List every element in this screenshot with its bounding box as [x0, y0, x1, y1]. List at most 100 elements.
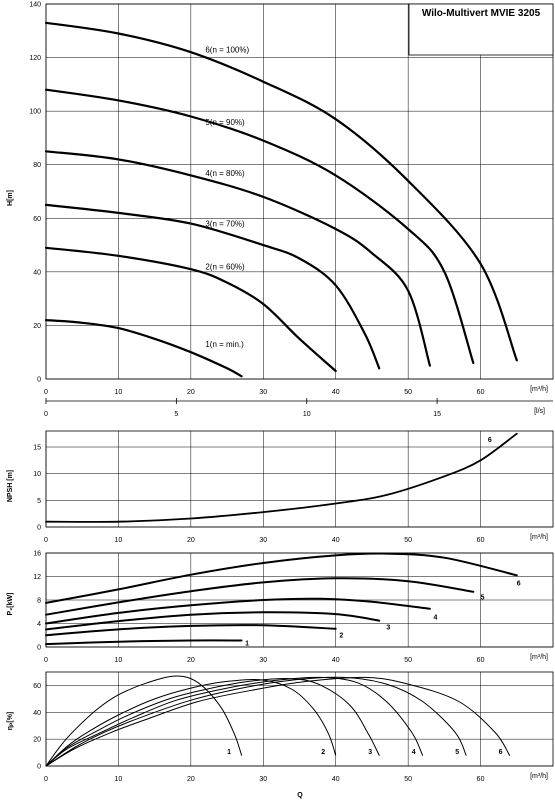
head-x-unit: [m³/h]: [530, 386, 548, 393]
efficiency-x-tick: 10: [115, 776, 123, 783]
power-series-label: 6: [517, 580, 521, 587]
power-x-tick: 30: [259, 657, 267, 664]
head-y-tick: 140: [29, 2, 41, 9]
efficiency-x-tick: 30: [259, 776, 267, 783]
power-y-tick: 16: [33, 551, 41, 558]
efficiency-series-line: [45, 676, 424, 767]
efficiency-series-line: [45, 676, 467, 767]
efficiency-series-label: 2: [321, 749, 325, 756]
head-series-line: [44, 246, 337, 373]
head-series-line: [44, 319, 243, 378]
head-series-label: 2(n = 60%): [205, 263, 245, 272]
head-series-label: 4(n = 80%): [205, 169, 245, 178]
power-series-label: 2: [339, 633, 343, 640]
npsh-x-unit: [m³/h]: [530, 534, 548, 541]
npsh-series-label: 6: [488, 437, 492, 444]
head-series-line: [44, 203, 381, 370]
efficiency-panel: [45, 671, 554, 767]
npsh-y-tick: 5: [37, 498, 41, 505]
efficiency-y-tick: 60: [33, 683, 41, 690]
npsh-x-tick: 10: [115, 537, 123, 544]
npsh-x-tick: 60: [477, 537, 485, 544]
head-y-tick: 80: [33, 162, 41, 169]
power-y-label: P₂[kW]: [7, 593, 14, 616]
title-box: [408, 3, 554, 56]
head-panel: [44, 3, 554, 380]
npsh-x-tick: 20: [187, 537, 195, 544]
efficiency-y-tick: 40: [33, 710, 41, 717]
efficiency-series-line: [45, 675, 243, 767]
efficiency-frame: [45, 671, 554, 767]
npsh-y-tick: 15: [33, 445, 41, 452]
power-series-line: [45, 611, 381, 631]
head-series-label: 6(n = 100%): [205, 46, 249, 55]
efficiency-series-line: [45, 678, 380, 767]
head-series-label: 5(n = 90%): [205, 118, 245, 127]
npsh-x-tick: 50: [404, 537, 412, 544]
npsh-panel: [45, 430, 554, 528]
q-axis-label: Q: [297, 792, 303, 799]
power-series-line: [45, 639, 243, 646]
npsh-x-tick: 40: [332, 537, 340, 544]
power-y-tick: 4: [37, 621, 41, 628]
head-y-tick: 120: [29, 55, 41, 62]
efficiency-series-line: [45, 676, 510, 767]
power-series-label: 4: [433, 614, 437, 621]
power-frame: [45, 552, 554, 648]
power-series-label: 5: [481, 594, 485, 601]
power-panel: [45, 552, 554, 648]
ls-axis-tick: 10: [303, 411, 311, 418]
head-series-line: [44, 21, 518, 362]
power-x-tick: 50: [404, 657, 412, 664]
head-x-tick: 10: [115, 389, 123, 396]
efficiency-series-label: 5: [455, 749, 459, 756]
power-series-label: 3: [386, 624, 390, 631]
efficiency-x-tick: 40: [332, 776, 340, 783]
npsh-y-label: NPSH [m]: [7, 470, 14, 502]
power-y-tick: 12: [33, 574, 41, 581]
npsh-series-line: [45, 432, 518, 523]
power-x-tick: 20: [187, 657, 195, 664]
head-y-tick: 60: [33, 216, 41, 223]
npsh-frame: [45, 430, 554, 528]
power-y-tick: 8: [37, 598, 41, 605]
head-y-tick: 0: [37, 377, 41, 384]
npsh-y-tick: 10: [33, 471, 41, 478]
efficiency-series-line: [45, 679, 337, 767]
ls-axis-tick: 5: [174, 411, 178, 418]
efficiency-series-label: 4: [412, 749, 416, 756]
power-y-tick: 0: [37, 645, 41, 652]
power-x-unit: [m³/h]: [530, 654, 548, 661]
efficiency-y-label: ηₚ[%]: [7, 712, 14, 731]
npsh-x-tick: 30: [259, 537, 267, 544]
head-series-line: [44, 88, 475, 364]
efficiency-series-label: 3: [368, 749, 372, 756]
efficiency-x-tick: 50: [404, 776, 412, 783]
head-x-tick: 40: [332, 389, 340, 396]
head-series-label: 3(n = 70%): [205, 220, 245, 229]
head-y-tick: 40: [33, 269, 41, 276]
ls-axis-tick: 15: [433, 411, 441, 418]
head-y-tick: 100: [29, 109, 41, 116]
ls-axis-unit: [l/s]: [534, 408, 545, 415]
power-x-tick: 40: [332, 657, 340, 664]
head-series-label: 1(n = min.): [205, 340, 244, 349]
head-x-tick: 60: [477, 389, 485, 396]
power-x-tick: 0: [44, 657, 48, 664]
power-series-line: [45, 597, 431, 625]
power-x-tick: 10: [115, 657, 123, 664]
head-x-tick: 30: [259, 389, 267, 396]
head-x-tick: 20: [187, 389, 195, 396]
power-series-label: 1: [245, 640, 249, 647]
efficiency-x-unit: [m³/h]: [530, 773, 548, 780]
chart-title: Wilo-Multivert MVIE 3205: [422, 8, 541, 19]
efficiency-y-tick: 0: [37, 764, 41, 771]
efficiency-x-tick: 60: [477, 776, 485, 783]
power-series-line: [45, 624, 337, 637]
efficiency-y-tick: 20: [33, 737, 41, 744]
efficiency-series-label: 6: [499, 749, 503, 756]
power-series-line: [45, 577, 475, 616]
ls-axis-tick: 0: [44, 411, 48, 418]
head-series-line: [44, 150, 431, 367]
